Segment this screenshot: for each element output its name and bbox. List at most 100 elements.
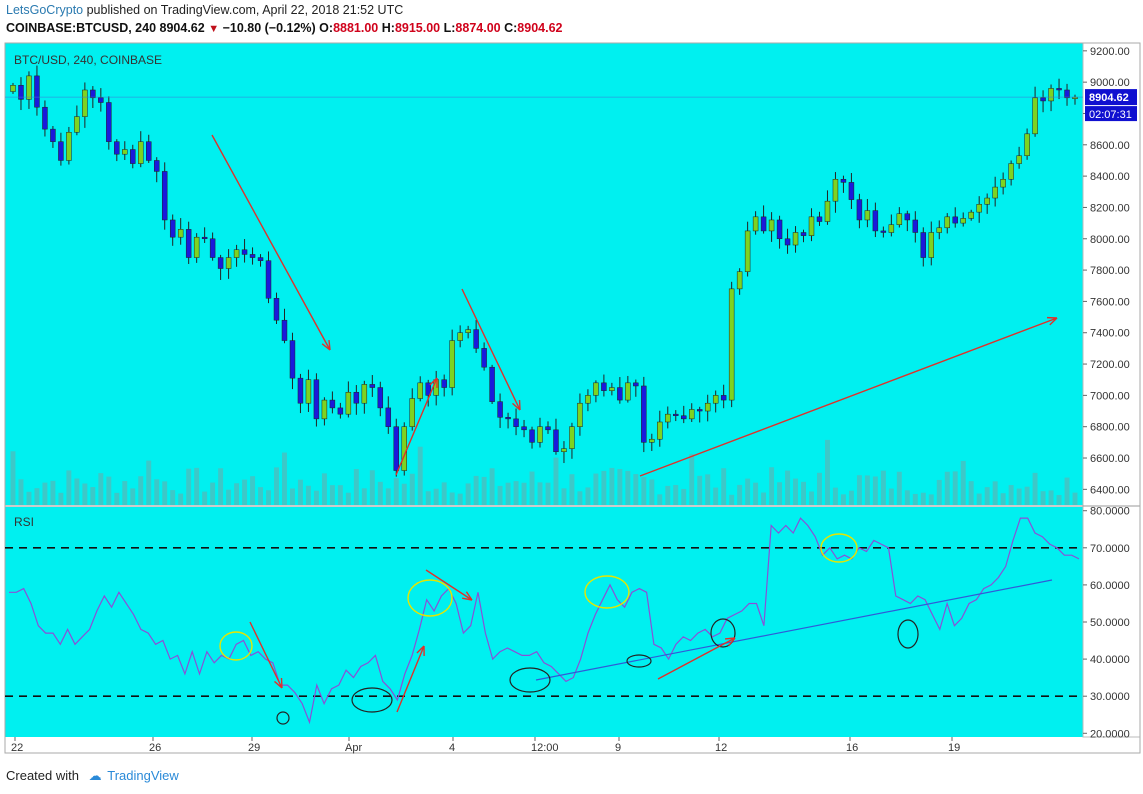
candle-body xyxy=(425,382,431,396)
volume-bar xyxy=(82,483,88,505)
candle-body xyxy=(50,128,56,142)
volume-bar xyxy=(321,473,327,505)
volume-bar xyxy=(976,493,982,505)
price-arrow-up-2 xyxy=(639,317,1058,477)
candle-body xyxy=(193,236,200,258)
volume-bar xyxy=(537,482,543,505)
volume-bar xyxy=(481,476,487,505)
candle-body xyxy=(146,141,152,161)
volume-bar xyxy=(489,468,495,505)
volume-bar xyxy=(401,483,407,505)
volume-bar xyxy=(194,467,200,505)
volume-bar xyxy=(872,476,878,505)
candle-body xyxy=(513,418,519,427)
candle-body xyxy=(880,230,887,233)
rsi-tick-label: 30.0000 xyxy=(1090,691,1130,703)
time-tick-label: 4 xyxy=(449,742,455,754)
candle-body xyxy=(273,298,280,321)
price-tick-label: 7600.00 xyxy=(1090,296,1130,308)
volume-bar xyxy=(785,470,791,505)
open-value: 8881.00 xyxy=(333,21,379,35)
volume-bar xyxy=(665,485,671,505)
tradingview-logo-icon[interactable]: ☁ xyxy=(88,768,102,783)
candle-body xyxy=(297,377,304,404)
candle-body xyxy=(521,426,527,431)
change-value: −10.80 (−0.12%) xyxy=(222,21,316,35)
volume-bar xyxy=(473,475,479,505)
candle-body xyxy=(968,211,974,219)
rsi-arrow-up-2-head xyxy=(724,637,736,647)
time-tick-label: 19 xyxy=(948,742,960,754)
volume-bar xyxy=(337,485,343,505)
candle-body xyxy=(896,213,903,225)
volume-bar xyxy=(114,492,120,505)
created-with-text: Created with xyxy=(6,768,79,783)
candle-body xyxy=(18,85,24,100)
candle-body xyxy=(433,379,439,396)
candle-body xyxy=(401,426,407,471)
volume-bar xyxy=(777,482,783,505)
volume-bar xyxy=(186,468,192,505)
candle-body xyxy=(201,236,208,240)
volume-bar xyxy=(625,470,631,505)
volume-bar xyxy=(920,492,926,505)
volume-bar xyxy=(968,481,974,505)
candle-body xyxy=(345,391,352,415)
volume-bar xyxy=(888,488,894,505)
candle-body xyxy=(744,230,751,272)
volume-bar xyxy=(617,469,623,505)
candle-body xyxy=(497,401,503,418)
high-value: 8915.00 xyxy=(394,21,441,35)
candle-body xyxy=(537,426,543,443)
candle-body xyxy=(848,182,855,200)
candle-body xyxy=(569,426,575,449)
candle-body xyxy=(489,366,495,402)
price-tick-label: 9200.00 xyxy=(1090,46,1130,58)
rsi-arrow-right-1 xyxy=(425,569,473,601)
volume-bar xyxy=(441,482,447,505)
candle-body xyxy=(976,204,982,213)
candle-body xyxy=(209,238,216,258)
candle-body xyxy=(728,288,735,401)
candle-body xyxy=(321,399,328,420)
candle-body xyxy=(241,249,248,255)
volume-bar xyxy=(896,471,902,505)
volume-bar xyxy=(737,484,743,505)
candle-body xyxy=(872,210,879,232)
candle-body xyxy=(225,257,232,269)
candle-body xyxy=(265,260,272,299)
down-triangle-icon: ▼ xyxy=(208,23,220,35)
candle-body xyxy=(561,448,567,453)
candle-body xyxy=(633,382,639,387)
volume-bar xyxy=(577,491,583,505)
volume-bar xyxy=(513,481,519,505)
candle-body xyxy=(952,216,958,224)
volume-bar xyxy=(34,488,40,505)
volume-bar xyxy=(960,460,966,505)
price-tick-label: 6400.00 xyxy=(1090,484,1130,496)
candle-body xyxy=(1040,97,1046,102)
volume-bar xyxy=(641,477,647,505)
volume-bar xyxy=(553,457,559,505)
volume-bar xyxy=(282,452,287,505)
volume-bar xyxy=(1056,494,1062,505)
candle-body xyxy=(712,395,719,404)
volume-bar xyxy=(1040,491,1046,505)
price-tick-label: 7000.00 xyxy=(1090,390,1130,402)
candle-body xyxy=(153,160,160,172)
black-circle xyxy=(710,618,736,648)
volume-bar xyxy=(297,479,303,505)
volume-bar xyxy=(154,479,160,505)
volume-bar xyxy=(10,451,16,505)
volume-bar xyxy=(146,460,152,505)
volume-bar xyxy=(234,483,240,505)
volume-bar xyxy=(521,482,527,505)
tradingview-brand-link[interactable]: TradingView xyxy=(107,768,179,783)
volume-bar xyxy=(633,474,639,505)
author-link[interactable]: LetsGoCrypto xyxy=(6,3,84,17)
volume-bar xyxy=(992,481,998,505)
volume-bar xyxy=(840,494,846,505)
volume-bar xyxy=(130,488,136,505)
volume-bar xyxy=(673,484,679,505)
